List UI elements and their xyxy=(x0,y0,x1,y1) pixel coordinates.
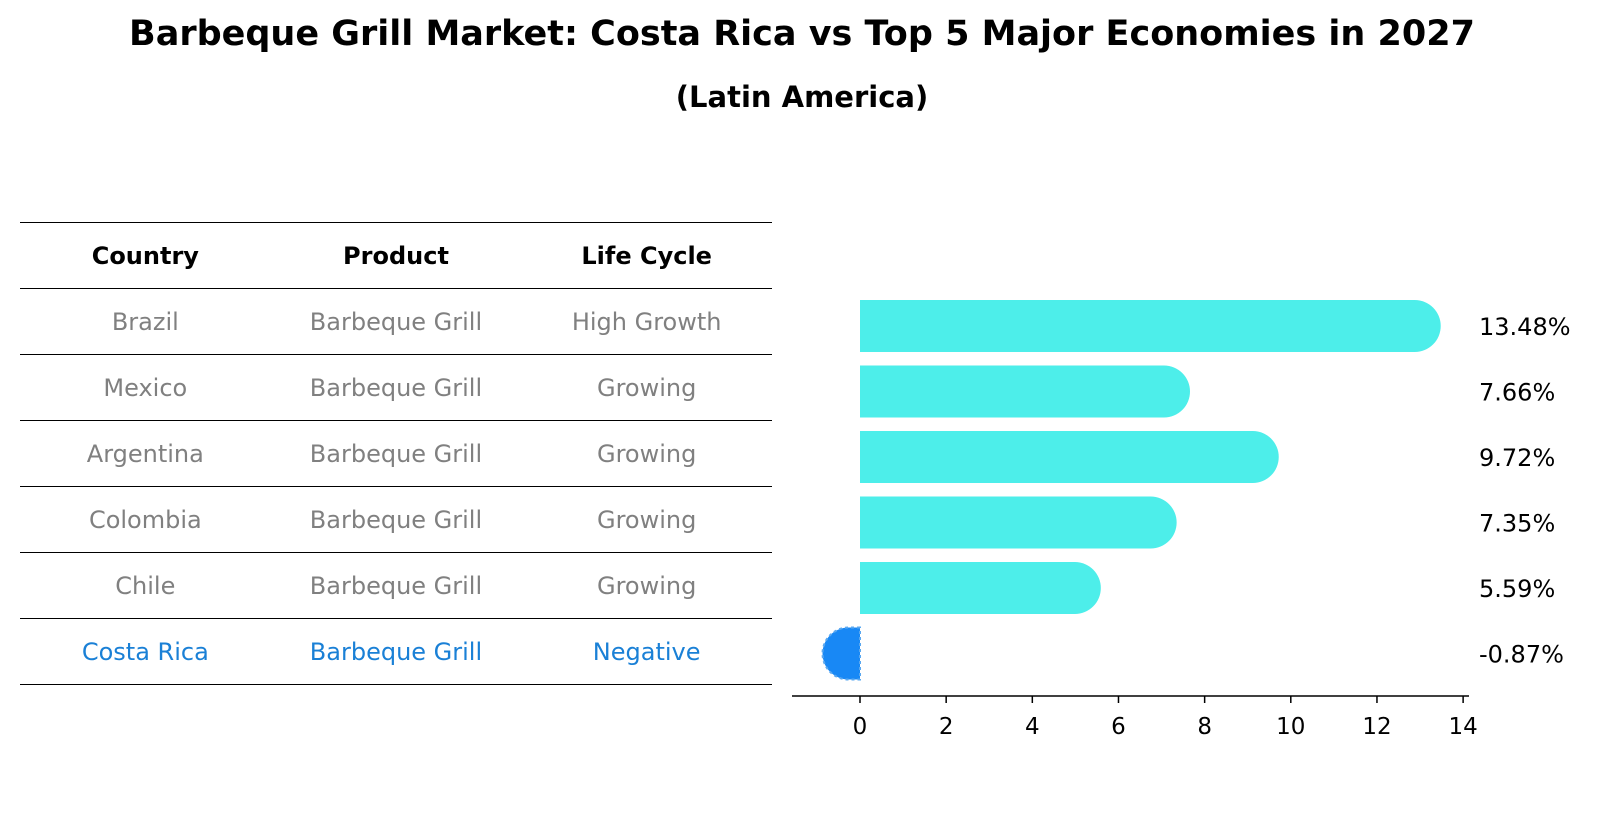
value-labels-group: 13.48% 7.66% 9.72% 7.35% 5.59% -0.87% xyxy=(1479,313,1571,669)
table-row: Argentina Barbeque Grill Growing xyxy=(20,420,772,487)
cell-product: Barbeque Grill xyxy=(270,354,522,421)
x-tick-label: 14 xyxy=(1448,714,1477,740)
x-tick-label: 8 xyxy=(1197,714,1212,740)
table-row-highlight: Costa Rica Barbeque Grill Negative xyxy=(20,618,772,685)
x-tick-label: 6 xyxy=(1111,714,1126,740)
table-header-row: Country Product Life Cycle xyxy=(20,222,772,289)
cell-country: Mexico xyxy=(20,354,271,421)
cell-product: Barbeque Grill xyxy=(270,618,522,685)
header-country: Country xyxy=(20,222,271,289)
cell-country: Argentina xyxy=(20,420,271,487)
bar-value-label: 5.59% xyxy=(1479,575,1555,603)
market-table: Country Product Life Cycle Brazil Barbeq… xyxy=(20,222,772,685)
cell-country: Brazil xyxy=(20,288,271,355)
bar xyxy=(860,431,1279,483)
table-row: Mexico Barbeque Grill Growing xyxy=(20,354,772,421)
cell-product: Barbeque Grill xyxy=(270,288,522,355)
header-product: Product xyxy=(270,222,522,289)
cell-product: Barbeque Grill xyxy=(270,486,522,553)
bars-group xyxy=(821,300,1441,681)
bar-highlight xyxy=(821,626,861,681)
header-life-cycle: Life Cycle xyxy=(521,222,772,289)
bar xyxy=(860,496,1177,549)
cell-product: Barbeque Grill xyxy=(270,420,522,487)
cell-country: Chile xyxy=(20,552,271,619)
bar-value-label: 7.66% xyxy=(1479,379,1555,407)
chart-subtitle: (Latin America) xyxy=(675,80,929,114)
cell-country: Costa Rica xyxy=(20,618,271,685)
x-tick-label: 4 xyxy=(1025,714,1040,740)
x-tick-label: 0 xyxy=(853,714,868,740)
cell-life-cycle: High Growth xyxy=(521,288,772,355)
cell-country: Colombia xyxy=(20,486,271,553)
bar xyxy=(860,300,1441,352)
chart-title: Barbeque Grill Market: Costa Rica vs Top… xyxy=(129,14,1475,54)
bar-value-label: 13.48% xyxy=(1479,313,1571,341)
bar xyxy=(860,562,1101,614)
cell-life-cycle: Growing xyxy=(521,552,772,619)
x-tick-label: 10 xyxy=(1276,714,1305,740)
bar-value-label: -0.87% xyxy=(1479,641,1564,669)
cell-life-cycle: Negative xyxy=(521,618,772,685)
bar xyxy=(860,365,1190,418)
x-axis: 0 2 4 6 8 10 12 14 xyxy=(792,695,1478,740)
cell-product: Barbeque Grill xyxy=(270,552,522,619)
table-row: Brazil Barbeque Grill High Growth xyxy=(20,288,772,355)
bar-value-label: 7.35% xyxy=(1479,510,1555,538)
table-row: Colombia Barbeque Grill Growing xyxy=(20,486,772,553)
cell-life-cycle: Growing xyxy=(521,420,772,487)
x-tick-label: 12 xyxy=(1362,714,1391,740)
bar-value-label: 9.72% xyxy=(1479,444,1555,472)
x-tick-label: 2 xyxy=(939,714,954,740)
table-row: Chile Barbeque Grill Growing xyxy=(20,552,772,619)
cell-life-cycle: Growing xyxy=(521,486,772,553)
